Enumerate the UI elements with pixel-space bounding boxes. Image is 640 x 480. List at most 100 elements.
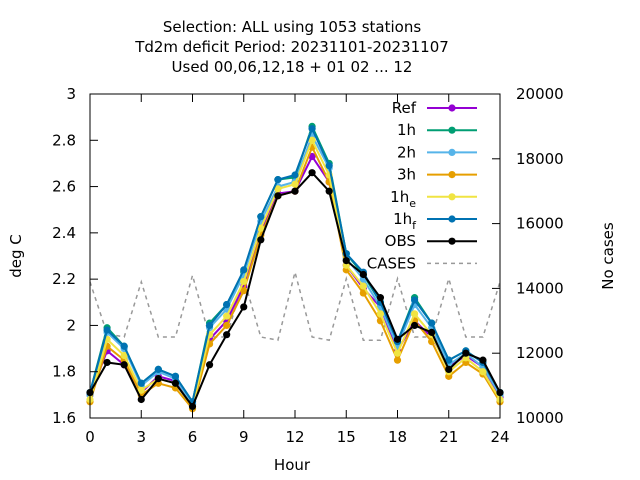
series-line-obs xyxy=(89,171,501,409)
data-point-obs xyxy=(359,270,367,279)
axes-layer: 0 3 6 9 12 15 18 21 24 1.6 1.8 2 2.2 2.4 2.6 2.8 3 10000 1… xyxy=(52,85,564,446)
data-point-1hf xyxy=(171,372,180,380)
data-point-obs xyxy=(274,192,282,200)
legend-entry-ref: Ref xyxy=(392,99,477,117)
data-point-obs xyxy=(428,328,436,336)
data-point-1hf xyxy=(428,319,436,327)
legend-marker xyxy=(448,215,456,223)
data-point-obs xyxy=(462,349,470,357)
data-point-1he xyxy=(479,368,487,376)
legend-marker xyxy=(448,193,456,201)
y-axis-label: deg C xyxy=(7,234,25,278)
x-tick-label: 9 xyxy=(239,428,249,446)
legend-entry-1h: 1h xyxy=(397,121,477,139)
data-point-obs xyxy=(342,257,350,265)
x-tick-label: 15 xyxy=(337,428,356,446)
data-point-obs xyxy=(171,379,180,387)
legend-label: OBS xyxy=(385,232,416,250)
data-point-ref xyxy=(308,152,316,161)
legend-marker xyxy=(448,171,456,179)
data-point-obs xyxy=(205,361,214,369)
y2-axis-label: No cases xyxy=(599,222,617,290)
data-point-1hf xyxy=(137,379,145,387)
data-point-1hf xyxy=(240,266,248,274)
legend-marker xyxy=(448,126,456,134)
data-point-obs xyxy=(291,187,299,195)
legend-label: 1he xyxy=(390,188,416,210)
x-tick-label: 18 xyxy=(388,428,407,446)
data-point-1he xyxy=(359,282,367,290)
data-point-1he xyxy=(291,180,299,188)
chart-title-line-2: Td2m deficit Period: 20231101-20231107 xyxy=(134,38,449,56)
y-tick-label: 2 xyxy=(66,316,76,334)
data-point-1hf xyxy=(120,342,128,350)
series-line-1hf xyxy=(89,126,501,405)
series-cases xyxy=(89,272,501,342)
data-point-3h xyxy=(240,287,248,295)
legend-label: Ref xyxy=(392,99,417,117)
legend-entry-obs: OBS xyxy=(385,232,477,250)
legend-marker xyxy=(448,104,456,112)
x-tick-label: 21 xyxy=(439,428,458,446)
data-point-1hf xyxy=(205,321,214,330)
data-point-1hf xyxy=(291,171,299,179)
y2-tick-label: 12000 xyxy=(516,344,564,362)
x-axis-label: Hour xyxy=(274,456,311,474)
y-tick-label: 3 xyxy=(66,85,76,103)
data-point-obs xyxy=(410,321,419,330)
data-point-1hf xyxy=(257,213,265,221)
data-point-1he xyxy=(308,136,316,144)
x-tick-label: 6 xyxy=(188,428,198,446)
data-point-obs xyxy=(479,356,487,364)
data-point-1he xyxy=(410,310,419,318)
y2-tick-label: 18000 xyxy=(516,150,564,168)
y2-tick-label: 10000 xyxy=(516,409,564,427)
y-tick-label: 2.4 xyxy=(52,224,76,242)
data-point-1he xyxy=(240,277,248,286)
legend-label: 3h xyxy=(397,166,416,184)
x-tick-label: 24 xyxy=(490,428,509,446)
data-point-1hf xyxy=(445,356,453,364)
data-point-3h xyxy=(223,321,231,330)
series-line-cases xyxy=(89,272,501,342)
data-point-1he xyxy=(137,386,145,394)
data-point-1hf xyxy=(308,125,316,133)
legend-entry-3h: 3h xyxy=(397,166,477,184)
plot-frame xyxy=(89,93,501,419)
data-point-1hf xyxy=(410,296,419,304)
data-point-obs xyxy=(154,375,162,383)
data-point-1he xyxy=(393,349,402,357)
series-1h xyxy=(86,122,504,406)
legend-label: 2h xyxy=(397,143,416,161)
data-point-obs xyxy=(257,236,265,244)
data-point-1he xyxy=(376,310,385,318)
y2-tick-label: 16000 xyxy=(516,215,564,233)
data-point-obs xyxy=(393,335,402,343)
y-tick-label: 2.6 xyxy=(52,178,76,196)
legend-marker xyxy=(448,148,456,156)
series-1hf xyxy=(86,125,504,406)
data-point-1he xyxy=(274,185,282,193)
data-point-1hf xyxy=(325,162,333,170)
y2-tick-label: 14000 xyxy=(516,279,564,297)
y-tick-label: 2.2 xyxy=(52,270,76,288)
data-point-1hf xyxy=(223,301,231,309)
data-point-obs xyxy=(188,402,197,411)
data-point-obs xyxy=(445,365,453,373)
chart-title-line-3: Used 00,06,12,18 + 01 02 ... 12 xyxy=(172,58,413,76)
data-point-3h xyxy=(393,356,402,364)
data-point-1he xyxy=(257,224,265,232)
data-point-obs xyxy=(137,395,145,404)
data-point-obs xyxy=(325,187,333,195)
legend-entry-1he: 1he xyxy=(390,188,477,210)
data-point-obs xyxy=(103,358,111,367)
data-point-3h xyxy=(359,289,367,297)
x-tick-label: 0 xyxy=(85,428,95,446)
legend-marker xyxy=(448,237,456,245)
data-point-obs xyxy=(223,331,231,339)
series-obs xyxy=(86,169,504,411)
legend-label: 1hf xyxy=(393,210,417,232)
data-point-1he xyxy=(223,312,231,320)
data-point-obs xyxy=(308,169,316,177)
